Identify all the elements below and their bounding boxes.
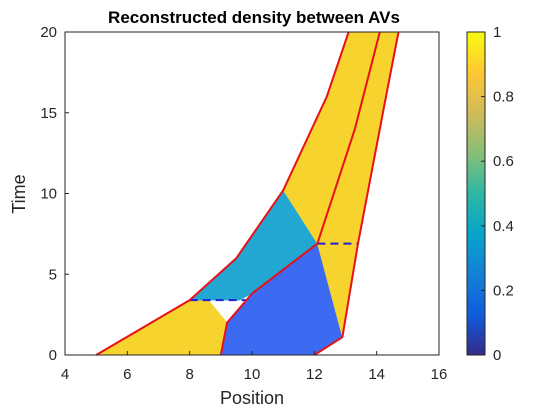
y-tick-label: 5 bbox=[49, 266, 57, 283]
y-tick-label: 15 bbox=[40, 105, 57, 122]
av-trajectory-1 bbox=[95, 31, 350, 356]
x-tick-label: 8 bbox=[185, 366, 193, 383]
colorbar-tick-label: 0 bbox=[493, 347, 501, 364]
y-axis: 0 5 10 15 20 bbox=[40, 24, 69, 364]
y-tick-label: 20 bbox=[40, 24, 57, 41]
colorbar-scale bbox=[466, 31, 486, 356]
x-axis-label: Position bbox=[220, 388, 284, 408]
av-trajectory-2 bbox=[219, 31, 381, 356]
colorbar-tick-label: 0.2 bbox=[493, 282, 514, 299]
colorbar-ticks: 0 0.2 0.4 0.6 0.8 1 bbox=[481, 24, 514, 364]
x-tick-label: 16 bbox=[431, 366, 448, 383]
colorbar-tick-label: 0.6 bbox=[493, 153, 514, 170]
x-axis: 4 6 8 10 12 14 16 bbox=[61, 351, 448, 383]
av-trajectory-3 bbox=[313, 31, 400, 356]
colorbar-tick-label: 0.4 bbox=[493, 218, 514, 235]
x-tick-label: 14 bbox=[368, 366, 385, 383]
colorbar-tick-label: 1 bbox=[493, 24, 501, 41]
shock-lines bbox=[189, 242, 358, 302]
y-tick-label: 0 bbox=[49, 347, 57, 364]
x-tick-label: 10 bbox=[244, 366, 261, 383]
y-axis-label: Time bbox=[9, 174, 29, 213]
av-trajectories bbox=[95, 31, 400, 356]
plot-area bbox=[64, 31, 440, 356]
colorbar-tick-label: 0.8 bbox=[493, 89, 514, 106]
colorbar: 0 0.2 0.4 0.6 0.8 1 bbox=[466, 24, 514, 364]
x-tick-label: 6 bbox=[123, 366, 131, 383]
chart-title: Reconstructed density between AVs bbox=[108, 8, 400, 27]
x-tick-label: 4 bbox=[61, 366, 69, 383]
y-tick-label: 10 bbox=[40, 186, 57, 203]
x-tick-label: 12 bbox=[306, 366, 323, 383]
